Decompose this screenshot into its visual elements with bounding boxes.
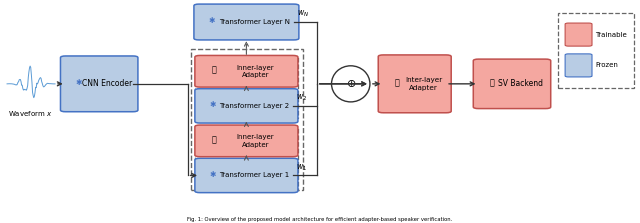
- Text: Transformer Layer N: Transformer Layer N: [219, 19, 289, 25]
- Text: ✱: ✱: [209, 17, 215, 25]
- Text: 🔥: 🔥: [212, 66, 216, 75]
- Text: Fig. 1: Overview of the proposed model architecture for efficient adapter-based : Fig. 1: Overview of the proposed model a…: [188, 217, 452, 222]
- Text: Inner-layer
Adapter: Inner-layer Adapter: [237, 64, 274, 78]
- Text: 🔥: 🔥: [395, 78, 400, 87]
- Text: CNN Encoder: CNN Encoder: [82, 79, 132, 88]
- Text: Trainable: Trainable: [595, 32, 627, 38]
- FancyBboxPatch shape: [195, 125, 298, 157]
- Text: $w_2$: $w_2$: [296, 93, 307, 103]
- Text: SV Backend: SV Backend: [499, 79, 543, 88]
- Text: Inter-layer
Adapter: Inter-layer Adapter: [405, 77, 442, 91]
- Text: ✱: ✱: [210, 170, 216, 179]
- Text: ✱: ✱: [210, 100, 216, 109]
- Text: 🔥: 🔥: [490, 78, 495, 87]
- FancyBboxPatch shape: [194, 4, 299, 40]
- FancyBboxPatch shape: [195, 158, 298, 193]
- FancyBboxPatch shape: [565, 54, 592, 77]
- Text: $w_N$: $w_N$: [297, 9, 309, 19]
- Text: $\oplus$: $\oplus$: [346, 78, 356, 89]
- Ellipse shape: [332, 66, 370, 102]
- FancyBboxPatch shape: [565, 23, 592, 46]
- FancyBboxPatch shape: [61, 56, 138, 112]
- Text: Inner-layer
Adapter: Inner-layer Adapter: [237, 134, 274, 148]
- Text: Waveform $x$: Waveform $x$: [8, 109, 53, 118]
- FancyBboxPatch shape: [378, 55, 451, 113]
- FancyBboxPatch shape: [195, 89, 298, 123]
- Text: $w_1$: $w_1$: [296, 162, 307, 173]
- Text: ✱: ✱: [76, 78, 81, 87]
- Text: Frozen: Frozen: [595, 62, 618, 68]
- Text: Transformer Layer 2: Transformer Layer 2: [219, 103, 289, 109]
- FancyBboxPatch shape: [195, 56, 298, 87]
- FancyBboxPatch shape: [474, 59, 550, 109]
- Text: 🔥: 🔥: [212, 135, 216, 144]
- Text: Transformer Layer 1: Transformer Layer 1: [219, 172, 289, 178]
